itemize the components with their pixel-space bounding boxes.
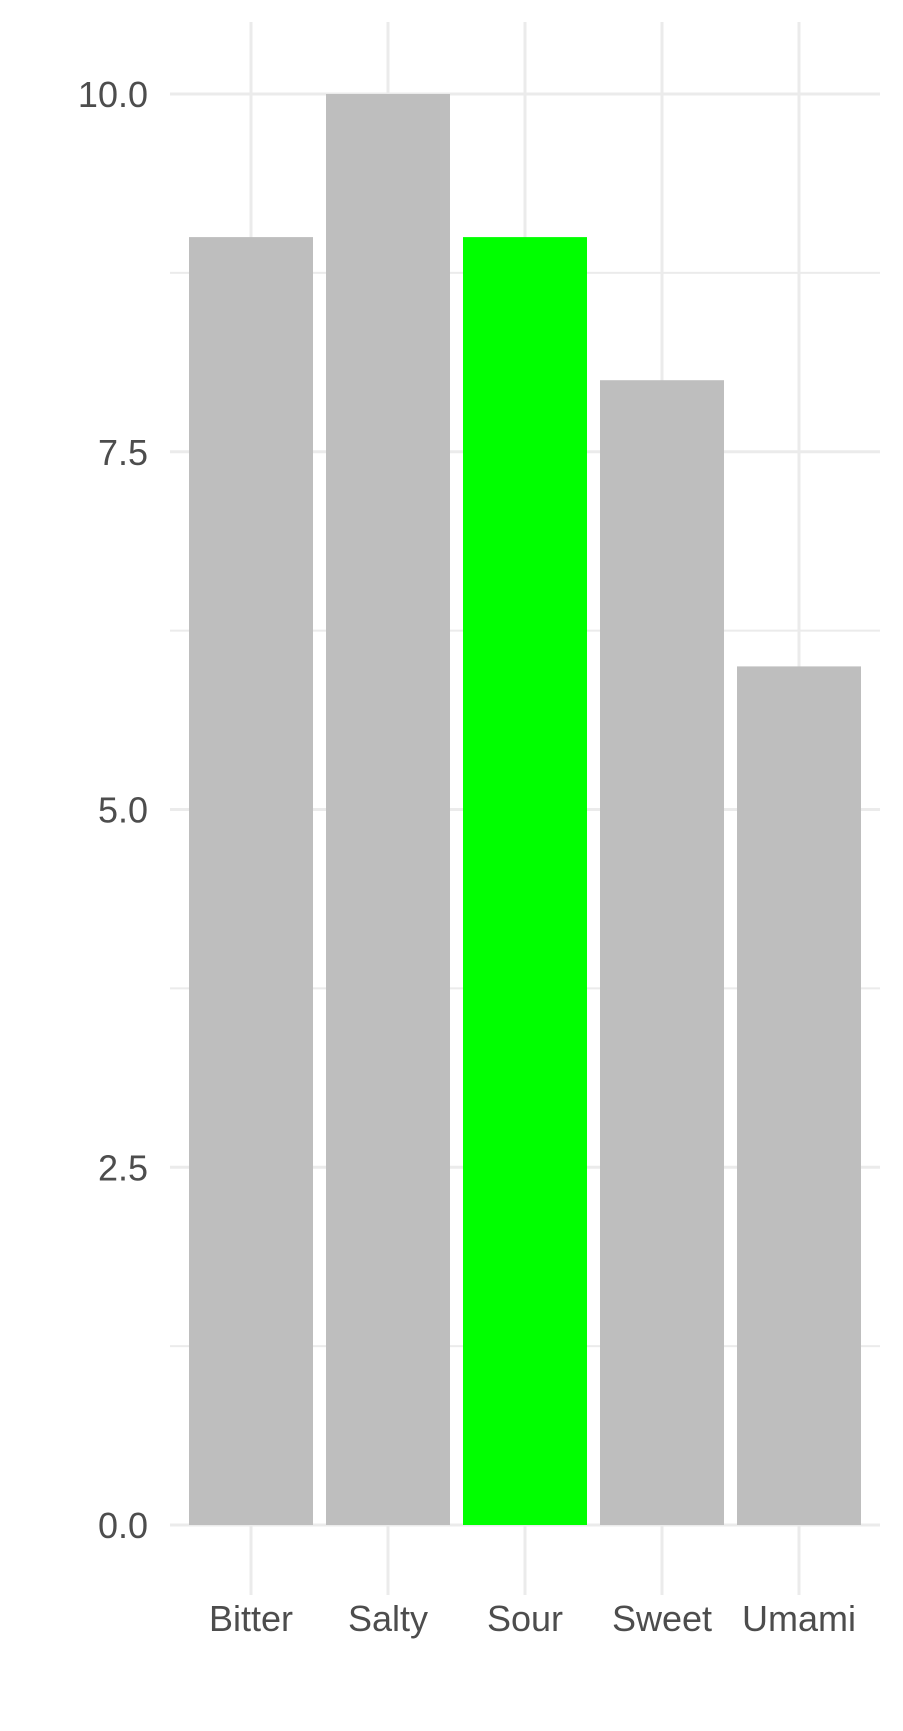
bar-umami bbox=[737, 666, 861, 1525]
y-tick-label: 7.5 bbox=[98, 432, 148, 473]
x-tick-label: Salty bbox=[348, 1598, 428, 1639]
y-tick-label: 2.5 bbox=[98, 1147, 148, 1188]
y-axis-tick-labels: 0.0 2.5 5.0 7.5 10.0 bbox=[78, 74, 148, 1546]
x-tick-label: Umami bbox=[742, 1598, 856, 1639]
y-tick-label: 10.0 bbox=[78, 74, 148, 115]
bar-sour bbox=[463, 237, 587, 1526]
y-tick-label: 5.0 bbox=[98, 790, 148, 831]
bar-bitter bbox=[189, 237, 313, 1526]
x-tick-label: Bitter bbox=[209, 1598, 293, 1639]
x-axis-tick-labels: Bitter Salty Sour Sweet Umami bbox=[209, 1598, 856, 1639]
x-tick-label: Sweet bbox=[612, 1598, 712, 1639]
x-tick-label: Sour bbox=[487, 1598, 563, 1639]
bar-salty bbox=[326, 94, 450, 1525]
bars bbox=[189, 94, 861, 1526]
y-tick-label: 0.0 bbox=[98, 1505, 148, 1546]
bar-sweet bbox=[600, 380, 724, 1526]
